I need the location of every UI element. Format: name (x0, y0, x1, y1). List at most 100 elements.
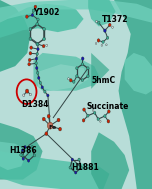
Polygon shape (88, 0, 116, 26)
Circle shape (107, 110, 110, 113)
Polygon shape (0, 4, 84, 38)
Circle shape (104, 115, 106, 118)
Circle shape (28, 63, 31, 66)
Circle shape (29, 52, 32, 55)
Circle shape (36, 22, 39, 26)
Circle shape (93, 111, 96, 114)
Polygon shape (0, 0, 152, 23)
Circle shape (43, 27, 45, 31)
Text: Fe: Fe (48, 125, 56, 130)
Circle shape (81, 79, 84, 82)
Circle shape (101, 44, 103, 46)
Polygon shape (33, 53, 99, 91)
Circle shape (104, 29, 106, 32)
Circle shape (30, 46, 33, 49)
Circle shape (41, 86, 43, 89)
Circle shape (29, 93, 31, 96)
Circle shape (92, 109, 94, 111)
Polygon shape (0, 123, 43, 180)
Circle shape (27, 159, 30, 162)
Polygon shape (0, 151, 109, 189)
Circle shape (34, 5, 37, 9)
Circle shape (35, 57, 38, 60)
Text: Succinate: Succinate (87, 102, 129, 111)
Circle shape (76, 67, 78, 70)
Circle shape (81, 63, 84, 66)
Text: Y1902: Y1902 (33, 8, 60, 17)
Circle shape (21, 149, 24, 152)
Circle shape (74, 171, 77, 174)
Circle shape (36, 43, 39, 46)
Text: T1372: T1372 (102, 15, 128, 24)
Text: H1386: H1386 (9, 146, 37, 155)
Circle shape (37, 18, 39, 21)
Circle shape (29, 37, 32, 41)
Circle shape (78, 158, 80, 161)
Circle shape (28, 58, 31, 62)
Circle shape (82, 119, 85, 122)
Circle shape (87, 114, 89, 117)
Circle shape (33, 154, 36, 157)
Circle shape (71, 158, 74, 161)
Circle shape (47, 114, 50, 118)
Polygon shape (0, 142, 27, 170)
Circle shape (95, 43, 97, 44)
Polygon shape (114, 0, 152, 189)
Polygon shape (125, 53, 152, 94)
Circle shape (108, 23, 111, 27)
Circle shape (107, 120, 110, 123)
Polygon shape (0, 0, 30, 72)
Circle shape (35, 62, 37, 65)
Text: 5hmC: 5hmC (91, 76, 115, 85)
Circle shape (43, 37, 45, 41)
Circle shape (36, 42, 39, 46)
Circle shape (97, 39, 100, 42)
Circle shape (45, 132, 48, 136)
Text: D1384: D1384 (21, 100, 49, 109)
Circle shape (26, 15, 28, 18)
Circle shape (112, 26, 113, 28)
Circle shape (96, 20, 97, 23)
Circle shape (42, 117, 45, 121)
Circle shape (31, 146, 33, 149)
Circle shape (83, 108, 85, 111)
Circle shape (98, 21, 100, 24)
Circle shape (97, 118, 99, 121)
Circle shape (69, 79, 72, 82)
Circle shape (36, 71, 39, 74)
Circle shape (25, 89, 29, 93)
Polygon shape (38, 64, 88, 91)
Circle shape (44, 90, 46, 93)
Circle shape (47, 94, 49, 97)
Circle shape (37, 48, 39, 51)
Circle shape (80, 166, 82, 169)
Circle shape (22, 157, 24, 160)
Circle shape (29, 27, 32, 31)
Circle shape (69, 166, 71, 169)
Polygon shape (91, 53, 109, 89)
Circle shape (20, 153, 22, 156)
Circle shape (24, 146, 26, 149)
Circle shape (39, 81, 41, 84)
Circle shape (76, 75, 78, 78)
Circle shape (59, 127, 62, 131)
Circle shape (87, 75, 89, 78)
Circle shape (81, 57, 84, 60)
Polygon shape (91, 132, 129, 189)
Circle shape (23, 94, 25, 97)
Circle shape (32, 9, 35, 12)
Circle shape (102, 40, 104, 43)
Circle shape (42, 44, 45, 48)
Circle shape (36, 67, 38, 70)
Circle shape (106, 44, 107, 46)
Circle shape (87, 67, 89, 70)
Circle shape (73, 80, 75, 83)
Circle shape (47, 122, 53, 129)
Circle shape (106, 36, 109, 39)
Circle shape (100, 120, 101, 122)
Circle shape (31, 14, 34, 17)
Circle shape (22, 154, 24, 157)
Text: H1881: H1881 (71, 163, 99, 172)
Circle shape (38, 76, 40, 79)
Circle shape (46, 44, 48, 46)
